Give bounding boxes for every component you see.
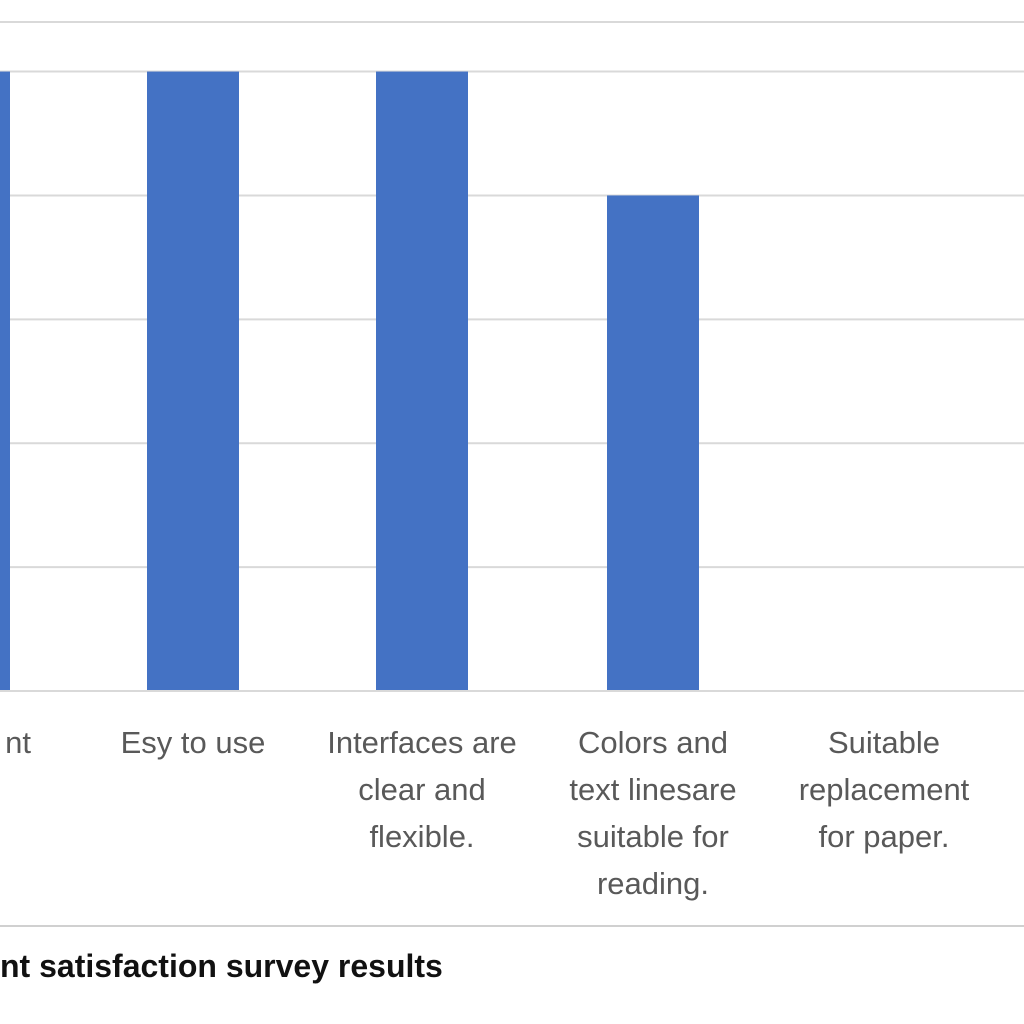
bars xyxy=(0,71,699,692)
x-tick-label: nt xyxy=(5,725,31,760)
category-labels: nt Esy to use Interfaces are clear and flexi… xyxy=(5,725,970,901)
bar xyxy=(147,71,239,692)
figure-caption: nt satisfaction survey results xyxy=(0,948,443,984)
x-tick-label: Colors and text linesare suitable for readi… xyxy=(569,725,736,901)
x-tick-label: Esy to use xyxy=(121,725,266,760)
bar xyxy=(0,71,10,692)
bar xyxy=(376,71,468,692)
x-tick-label: Interfaces are clear and flexible. xyxy=(327,725,517,854)
bar xyxy=(607,195,699,691)
x-tick-label: Suitable replacement for paper. xyxy=(799,725,970,854)
bar-chart: nt Esy to use Interfaces are clear and flexi… xyxy=(0,21,1024,927)
